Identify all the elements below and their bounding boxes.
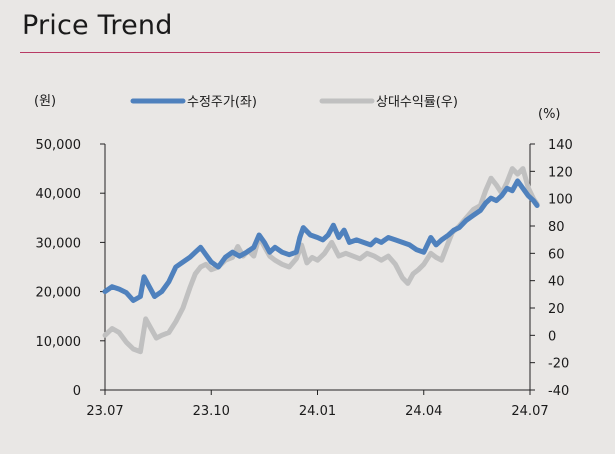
x-tick-label: 24.04 [405, 404, 442, 419]
x-tick-label: 23.10 [193, 404, 230, 419]
left-tick-label: 0 [73, 384, 81, 399]
right-tick-label: -40 [548, 384, 569, 399]
left-tick-label: 50,000 [36, 138, 82, 153]
right-tick-label: 20 [548, 302, 565, 317]
left-tick-label: 40,000 [36, 187, 82, 202]
legend-label-price: 수정주가(좌) [187, 95, 257, 110]
right-tick-label: -20 [548, 357, 569, 372]
left-tick-label: 10,000 [36, 335, 82, 350]
series-line-relative-return [102, 166, 540, 355]
right-axis-unit: (%) [538, 107, 561, 122]
right-tick-label: 60 [548, 247, 565, 262]
right-tick-label: 0 [548, 329, 556, 344]
right-tick-label: 80 [548, 220, 565, 235]
series-line-price [102, 178, 540, 303]
page-title: Price Trend [22, 10, 173, 41]
right-tick-label: 100 [548, 193, 573, 208]
right-tick-label: 140 [548, 138, 573, 153]
title-divider [20, 52, 600, 53]
right-tick-label: 40 [548, 275, 565, 290]
x-tick-label: 23.07 [86, 404, 123, 419]
left-tick-label: 30,000 [36, 236, 82, 251]
x-tick-label: 24.07 [511, 404, 548, 419]
left-tick-label: 20,000 [36, 286, 82, 301]
left-axis-unit: (원) [34, 94, 56, 109]
legend-label-relative: 상대수익률(우) [376, 95, 458, 110]
x-tick-label: 24.01 [299, 404, 336, 419]
right-tick-label: 120 [548, 165, 573, 180]
